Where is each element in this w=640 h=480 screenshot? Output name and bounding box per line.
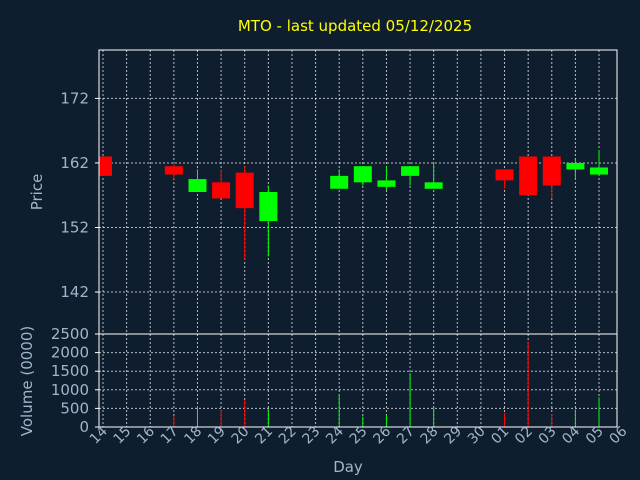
volume-tick-label: 1000 xyxy=(51,381,89,399)
volume-tick-label: 0 xyxy=(79,418,89,436)
candle-body xyxy=(495,169,514,181)
price-tick-label: 172 xyxy=(60,89,89,107)
chart-title: MTO - last updated 05/12/2025 xyxy=(238,17,472,35)
candle-body xyxy=(377,180,396,187)
candle-body xyxy=(519,156,538,196)
candle-body xyxy=(542,156,561,186)
volume-gridlines xyxy=(99,334,617,427)
price-panel-frame xyxy=(98,49,618,335)
candle-body xyxy=(235,172,254,209)
candle-body xyxy=(566,162,585,170)
x-tick-labels: 14 15 16 17 18 19 20 21 22 23 24 25 26 27 28 29 30 01 02 03… xyxy=(87,423,631,447)
candle-body xyxy=(401,166,420,176)
volume-panel-frame xyxy=(98,333,618,428)
volume-tick-label: 2500 xyxy=(51,325,89,343)
candle-body xyxy=(330,175,349,189)
x-axis-label: Day xyxy=(333,458,363,476)
volume-bars xyxy=(173,341,600,427)
price-tick-label: 142 xyxy=(60,283,89,301)
candle-body xyxy=(590,167,609,175)
candles xyxy=(99,150,609,260)
volume-tick-label: 500 xyxy=(60,399,89,417)
price-tick-label: 152 xyxy=(60,219,89,237)
candle-body xyxy=(99,156,112,176)
candle-body xyxy=(353,166,372,183)
price-axis-label: Price xyxy=(28,174,46,211)
price-gridlines xyxy=(99,50,617,334)
volume-tick-label: 1500 xyxy=(51,362,89,380)
candle-body xyxy=(188,179,207,192)
volume-tick-label: 2000 xyxy=(51,344,89,362)
price-tick-labels: 172 162 152 142 xyxy=(60,89,99,301)
candle-body xyxy=(259,192,278,222)
candle-body xyxy=(212,182,231,199)
price-tick-label: 162 xyxy=(60,154,89,172)
candle-body xyxy=(164,166,183,175)
candle-body xyxy=(424,182,443,189)
volume-axis-label: Volume (0000) xyxy=(18,326,36,436)
